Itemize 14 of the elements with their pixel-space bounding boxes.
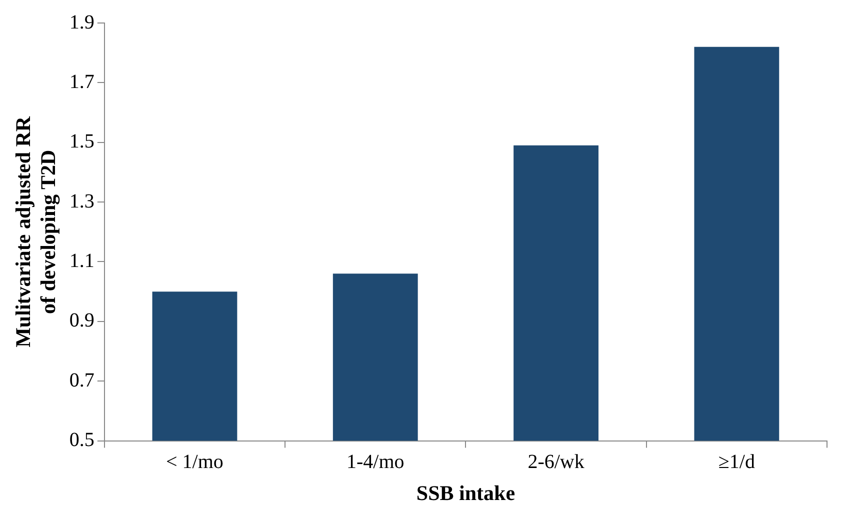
y-tick-label: 1.3	[69, 190, 94, 212]
x-tick-label: 2-6/wk	[528, 451, 584, 474]
y-tick-label: 1.1	[69, 250, 94, 272]
y-tick-label: 0.7	[69, 369, 94, 392]
y-axis-title: Mulitvariate adjusted RR of developing T2D	[11, 116, 60, 348]
y-tick-label: 1.7	[69, 70, 94, 93]
y-tick-label: 0.9	[69, 310, 94, 332]
y-tick-label: 0.5	[69, 429, 94, 452]
x-tick-label: 1-4/mo	[346, 451, 404, 474]
y-tick-label: 1.9	[69, 11, 94, 34]
x-axis-title: SSB intake	[416, 480, 516, 505]
x-tick-label: < 1/mo	[166, 451, 224, 474]
x-tick-label: ≥1/d	[718, 451, 755, 474]
y-tick-label: 1.5	[69, 130, 94, 153]
